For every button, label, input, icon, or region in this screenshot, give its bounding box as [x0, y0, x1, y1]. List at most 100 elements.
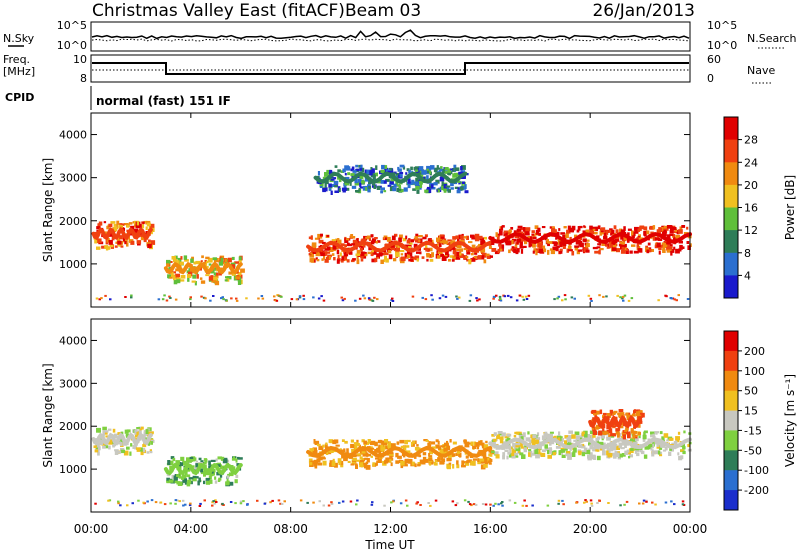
data-cell [260, 295, 264, 297]
data-cell [440, 253, 444, 257]
data-cell [431, 298, 434, 301]
data-cell [178, 500, 181, 503]
data-cell [634, 419, 638, 425]
data-cell [146, 451, 150, 454]
data-cell [407, 246, 411, 250]
data-cell [440, 166, 443, 169]
data-cell [318, 445, 324, 450]
data-cell [363, 440, 367, 445]
data-cell [499, 244, 502, 249]
data-cell [422, 452, 427, 456]
data-cell [384, 255, 387, 261]
data-cell [559, 450, 564, 453]
data-cell [660, 244, 663, 248]
data-cell [501, 504, 504, 507]
data-cell [324, 248, 330, 251]
data-cell [670, 297, 673, 300]
data-cell [600, 433, 605, 439]
data-cell [611, 443, 617, 447]
noise-right-label: N.Search [747, 32, 797, 45]
data-cell [213, 502, 217, 505]
data-cell [592, 448, 596, 452]
data-cell [446, 457, 452, 462]
data-band [91, 432, 153, 446]
data-cell [170, 456, 175, 460]
data-cell [613, 455, 617, 459]
data-cell [383, 442, 387, 446]
data-cell [337, 239, 342, 244]
data-cell [502, 294, 505, 297]
data-cell [463, 499, 467, 502]
data-cell [372, 183, 375, 186]
data-cell [190, 258, 194, 263]
data-cell [315, 253, 321, 257]
data-cell [493, 432, 497, 436]
data-cell [657, 299, 660, 302]
data-cell [351, 166, 355, 172]
colorbar-swatch [724, 139, 738, 163]
data-cell [314, 463, 318, 469]
data-cell [469, 294, 473, 297]
data-cell [598, 430, 603, 436]
data-cell [382, 446, 385, 452]
data-cell [681, 246, 685, 249]
data-cell [298, 296, 302, 299]
data-cell [611, 229, 615, 235]
colorbar-title: Velocity [m s⁻¹] [783, 374, 797, 467]
data-cell [528, 243, 531, 248]
data-cell [489, 453, 493, 457]
data-cell [149, 449, 152, 452]
data-cell [217, 462, 221, 466]
data-cell [452, 453, 455, 457]
data-cell [435, 444, 440, 449]
data-cell [351, 236, 356, 239]
data-cell [103, 221, 107, 224]
data-cell [558, 443, 561, 448]
data-cell [186, 481, 191, 487]
data-cell [205, 480, 211, 485]
data-cell [361, 181, 366, 184]
data-cell [562, 235, 567, 240]
data-cell [170, 261, 173, 263]
data-cell [569, 452, 572, 457]
data-cell [607, 502, 610, 504]
data-cell [446, 464, 451, 470]
data-cell [620, 235, 623, 240]
date-title: 26/Jan/2013 [592, 1, 695, 21]
colorbar-tick-label: -200 [744, 484, 769, 497]
data-cell [683, 430, 686, 434]
data-cell [398, 459, 402, 463]
data-cell [348, 251, 353, 255]
data-cell [350, 259, 355, 263]
data-cell [198, 477, 201, 483]
y-tick-label: 3000 [59, 172, 87, 185]
data-cell [455, 452, 458, 456]
near-range-echoes [95, 294, 690, 302]
data-cell [96, 427, 101, 433]
data-cell [466, 249, 469, 252]
data-cell [233, 456, 236, 460]
colorbar-swatch [724, 410, 738, 431]
data-cell [606, 246, 610, 249]
data-cell [167, 474, 171, 477]
data-cell [634, 450, 637, 454]
data-cell [136, 221, 140, 226]
data-cell [515, 249, 519, 255]
near-range-echoes [94, 499, 686, 507]
beam-title: Beam 03 [345, 1, 421, 21]
data-cell [298, 295, 302, 298]
data-cell [329, 462, 332, 467]
data-cell [309, 253, 315, 258]
data-cell [429, 462, 432, 466]
data-cell [222, 298, 225, 301]
data-cell [368, 181, 372, 185]
data-cell [204, 297, 207, 300]
data-cell [403, 446, 407, 451]
data-cell [591, 409, 597, 414]
data-cell [617, 413, 622, 416]
data-cell [602, 428, 605, 432]
data-cell [333, 180, 339, 185]
data-cell [381, 165, 385, 170]
data-cell [503, 230, 509, 234]
data-cell [531, 442, 536, 447]
